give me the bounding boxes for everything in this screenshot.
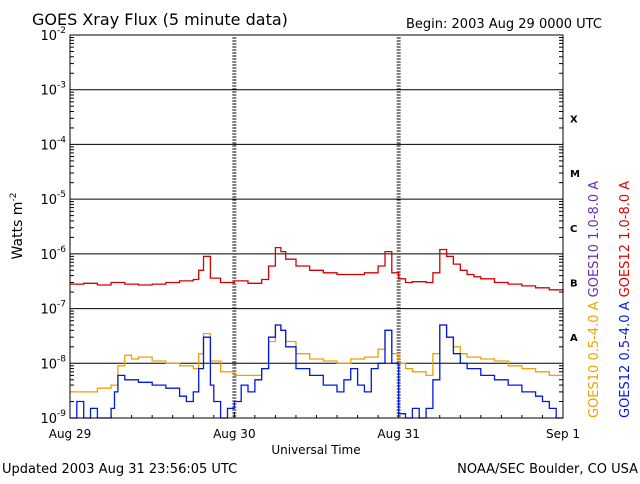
x-tick-label: Aug 29: [49, 427, 92, 441]
y-tick-label: 10-6: [40, 245, 66, 263]
y-tick-label: 10-2: [40, 26, 66, 44]
y-axis-label: Watts m-2: [9, 193, 26, 260]
y-tick-base: 10: [40, 29, 57, 44]
y-tick-label: 10-8: [40, 354, 66, 372]
y-tick-exp: -3: [57, 81, 66, 91]
y-tick-label: 10-7: [40, 300, 66, 318]
y-tick-base: 10: [40, 412, 57, 427]
series-line: [70, 324, 563, 419]
x-axis-ticks: Aug 29 Aug 30 Aug 31 Sep 1: [49, 412, 580, 441]
flare-class-label: X: [570, 114, 578, 125]
y-axis-ticks: 10-210-310-410-510-610-710-810-9: [40, 26, 563, 427]
series-line: [70, 246, 564, 293]
chart-begin-label: Begin: 2003 Aug 29 0000 UTC: [406, 17, 602, 32]
y-tick-base: 10: [40, 303, 57, 318]
y-tick-exp: -8: [57, 354, 66, 364]
y-tick-exp: -2: [57, 26, 66, 36]
y-tick-label: 10-9: [40, 409, 66, 427]
y-tick-exp: -9: [57, 409, 66, 419]
y-tick-label: 10-5: [40, 190, 66, 208]
x-tick-label: Aug 30: [213, 427, 256, 441]
y-tick-base: 10: [40, 193, 57, 208]
svg-text:Watts m-2: Watts m-2: [9, 193, 26, 260]
legend-entry: GOES12 0.5-4.0 A: [618, 297, 633, 418]
y-tick-exp: -5: [57, 190, 66, 200]
legend-goes10: GOES10 0.5-4.0 A GOES10 1.0-8.0 A: [587, 181, 602, 418]
footer-updated: Updated 2003 Aug 31 23:56:05 UTC: [2, 462, 237, 477]
y-tick-label: 10-3: [40, 81, 66, 99]
y-tick-base: 10: [40, 138, 57, 153]
y-axis-label-main: Watts m: [10, 202, 26, 260]
y-tick-base: 10: [40, 357, 57, 372]
flare-class-label: A: [570, 333, 578, 344]
legend-entry: GOES10 0.5-4.0 A: [587, 297, 602, 418]
x-tick-label: Aug 31: [377, 427, 420, 441]
flare-class-labels: X M C B A: [570, 114, 580, 344]
footer-credit: NOAA/SEC Boulder, CO USA: [457, 462, 638, 477]
y-tick-label: 10-4: [40, 135, 66, 153]
series-group: [70, 246, 564, 419]
y-axis-label-exp: -2: [9, 193, 19, 202]
flare-class-label: B: [570, 278, 578, 289]
y-tick-exp: -4: [57, 135, 66, 145]
x-tick-label: Sep 1: [546, 427, 580, 441]
series-line: [70, 324, 563, 393]
flare-class-label: C: [570, 224, 577, 235]
y-tick-base: 10: [40, 248, 57, 263]
y-tick-exp: -7: [57, 300, 66, 310]
legend-entry: GOES12 1.0-8.0 A: [618, 181, 633, 298]
y-tick-base: 10: [40, 84, 57, 99]
y-tick-exp: -6: [57, 245, 66, 255]
plot-grid: [70, 34, 563, 419]
plot-frame: [69, 34, 564, 419]
chart-title: GOES Xray Flux (5 minute data): [32, 10, 288, 29]
svg-text:GOES12 0.5-4.0 A GOES12 1.0: GOES12 0.5-4.0 A GOES12 1.0-8.0 A: [618, 181, 633, 418]
legend-goes12: GOES12 0.5-4.0 A GOES12 1.0-8.0 A: [618, 181, 633, 418]
x-axis-label: Universal Time: [271, 443, 360, 457]
legend-entry: GOES10 1.0-8.0 A: [587, 181, 602, 298]
svg-text:GOES10 0.5-4.0 A GOES10 1.0: GOES10 0.5-4.0 A GOES10 1.0-8.0 A: [587, 181, 602, 418]
flare-class-label: M: [570, 169, 580, 180]
